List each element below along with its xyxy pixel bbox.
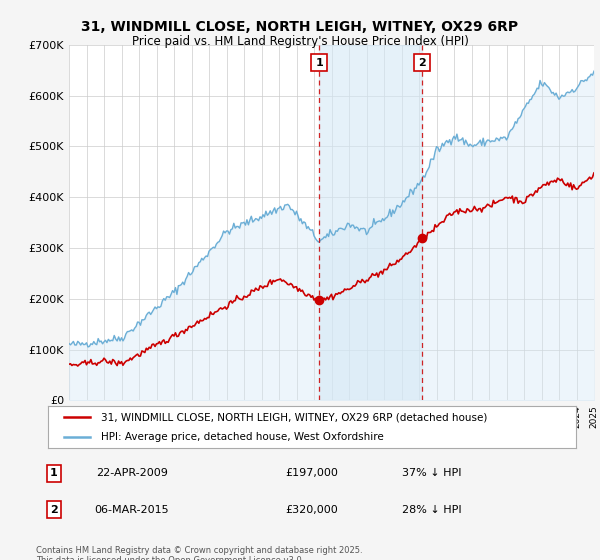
- Text: 2: 2: [418, 58, 426, 68]
- Text: 1: 1: [50, 468, 58, 478]
- Text: Price paid vs. HM Land Registry's House Price Index (HPI): Price paid vs. HM Land Registry's House …: [131, 35, 469, 48]
- Text: £197,000: £197,000: [286, 468, 338, 478]
- Text: 22-APR-2009: 22-APR-2009: [96, 468, 168, 478]
- Text: 06-MAR-2015: 06-MAR-2015: [95, 505, 169, 515]
- Text: £320,000: £320,000: [286, 505, 338, 515]
- Text: 37% ↓ HPI: 37% ↓ HPI: [402, 468, 462, 478]
- Text: 2: 2: [50, 505, 58, 515]
- Text: 28% ↓ HPI: 28% ↓ HPI: [402, 505, 462, 515]
- Text: 1: 1: [316, 58, 323, 68]
- Text: HPI: Average price, detached house, West Oxfordshire: HPI: Average price, detached house, West…: [101, 432, 383, 442]
- Bar: [319, 45, 422, 400]
- Text: 31, WINDMILL CLOSE, NORTH LEIGH, WITNEY, OX29 6RP (detached house): 31, WINDMILL CLOSE, NORTH LEIGH, WITNEY,…: [101, 412, 487, 422]
- Text: 31, WINDMILL CLOSE, NORTH LEIGH, WITNEY, OX29 6RP: 31, WINDMILL CLOSE, NORTH LEIGH, WITNEY,…: [82, 20, 518, 34]
- Text: Contains HM Land Registry data © Crown copyright and database right 2025.
This d: Contains HM Land Registry data © Crown c…: [36, 546, 362, 560]
